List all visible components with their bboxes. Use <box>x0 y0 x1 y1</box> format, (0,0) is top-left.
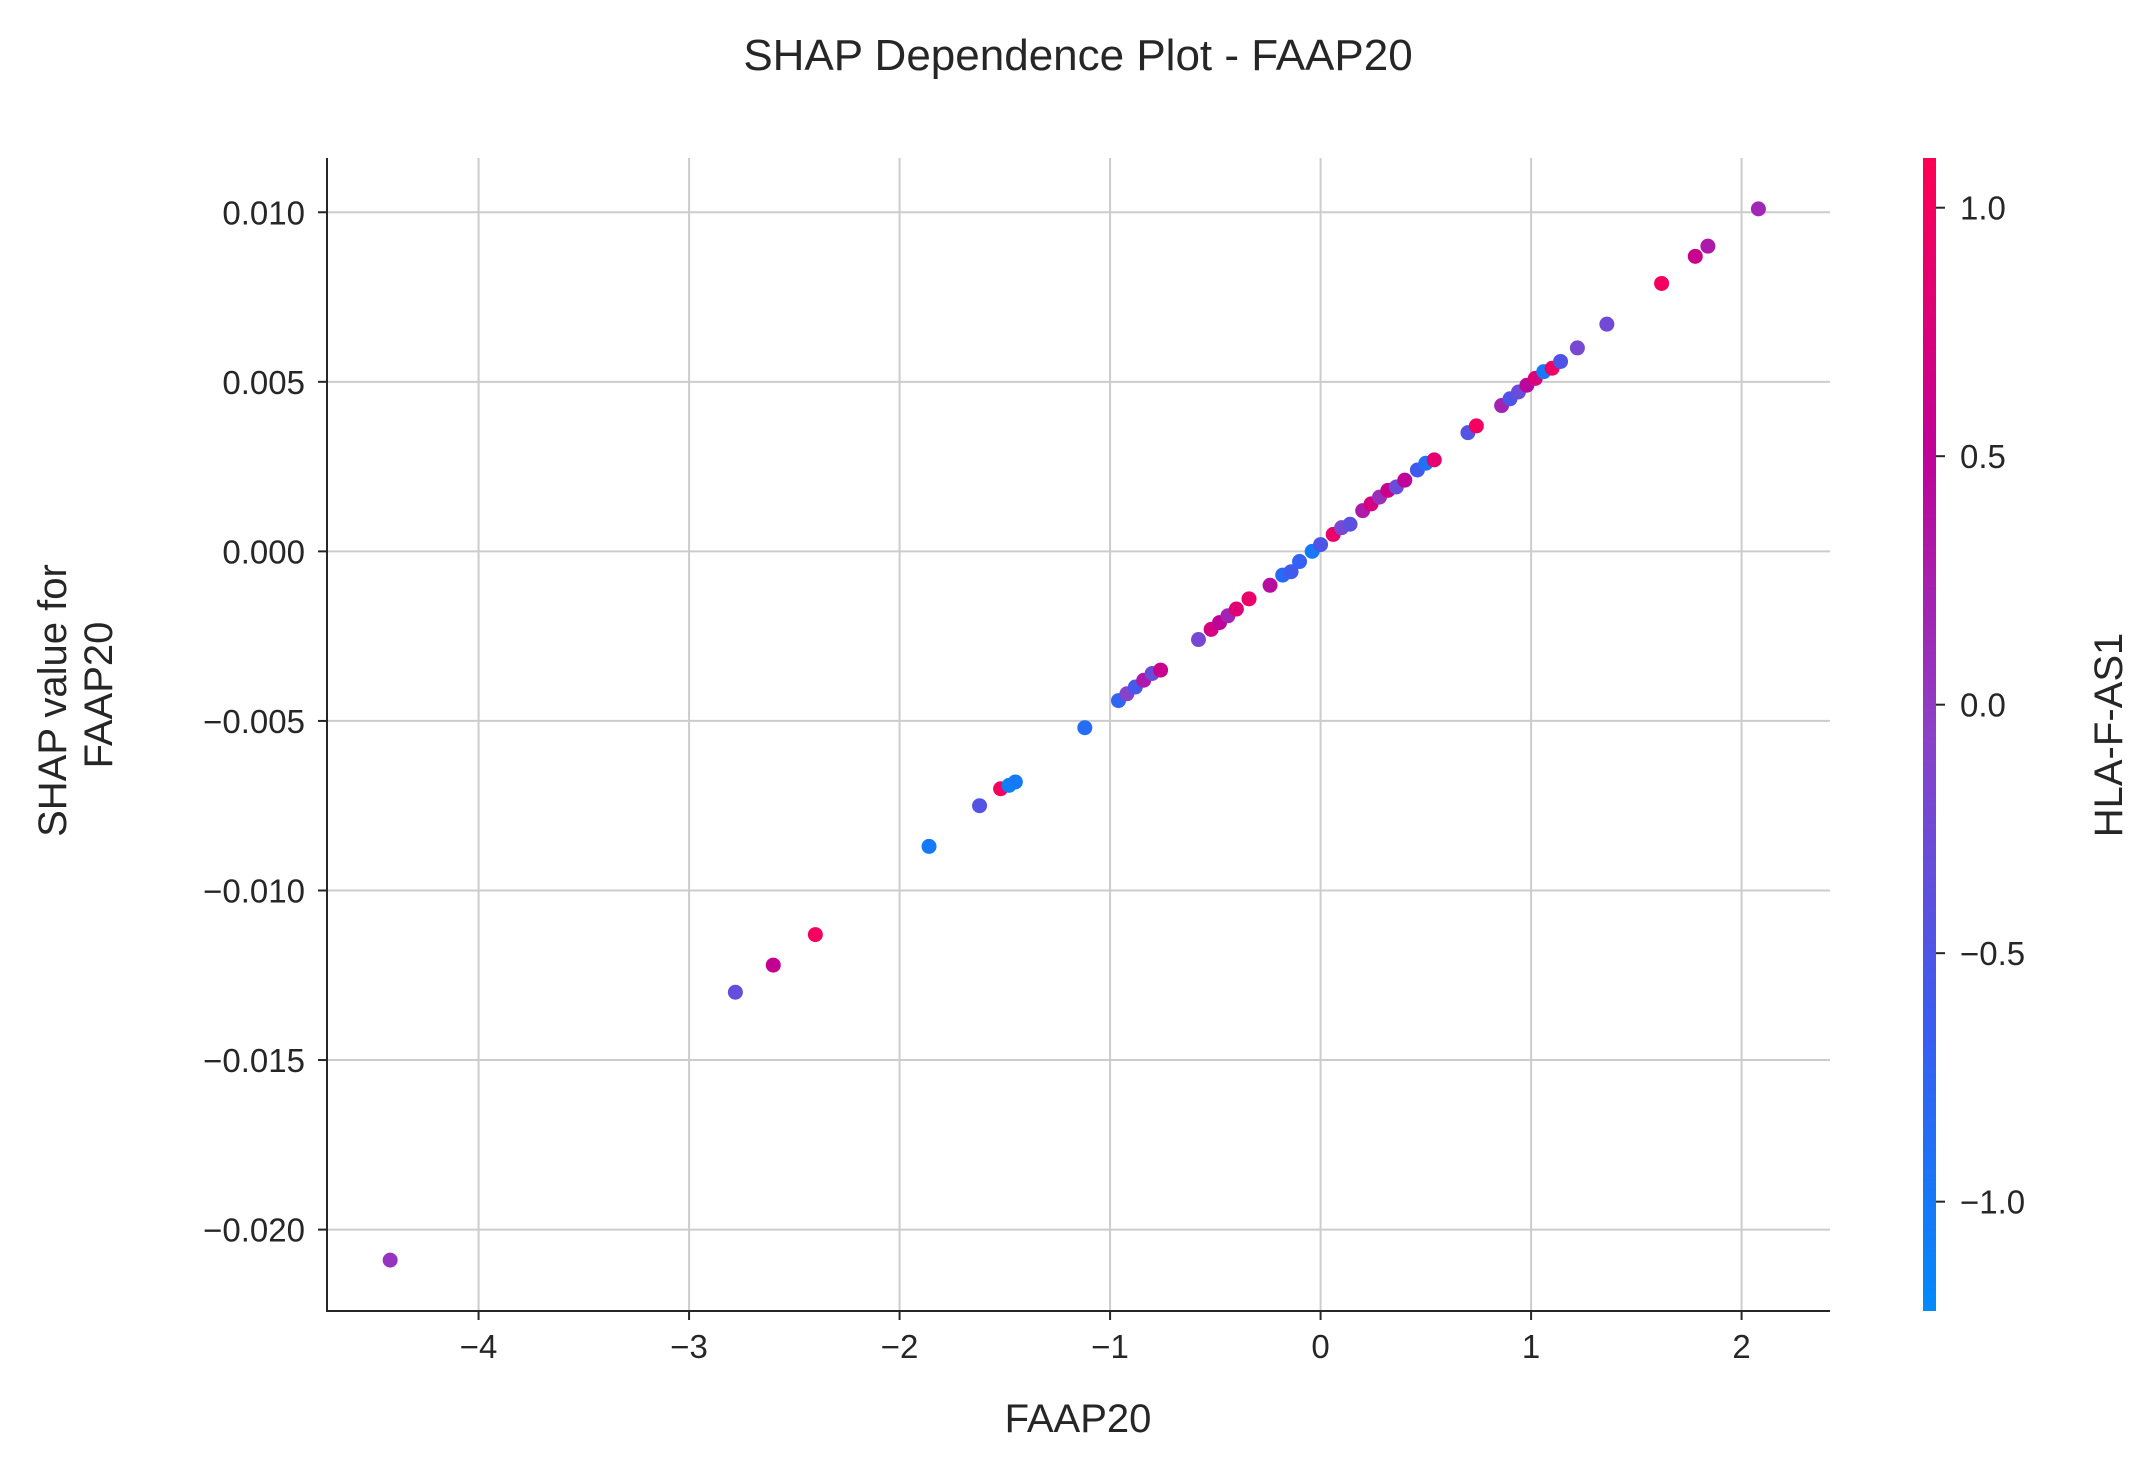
scatter-point <box>1262 577 1278 593</box>
colorbar-label: HLA-F-AS1 <box>2087 633 2131 838</box>
colorbar-tick-label: −1.0 <box>1960 1184 2025 1221</box>
scatter-point <box>972 798 988 814</box>
x-tick-label: 0 <box>1311 1328 1329 1365</box>
scatter-points <box>382 201 1766 1268</box>
y-tick-label: 0.010 <box>222 194 305 231</box>
y-tick-label: 0.000 <box>222 533 305 570</box>
scatter-point <box>1426 452 1442 468</box>
colorbar-tick-label: 1.0 <box>1960 190 2006 227</box>
scatter-point <box>1553 353 1569 369</box>
y-tick-label: −0.005 <box>203 703 305 740</box>
y-tick-label: −0.010 <box>203 872 305 909</box>
y-axis-label-line-2: FAAP20 <box>77 622 121 769</box>
scatter-point <box>1228 601 1244 617</box>
colorbar-gradient <box>1923 158 1936 1311</box>
scatter-point <box>1700 238 1716 254</box>
x-tick-label: 1 <box>1522 1328 1540 1365</box>
scatter-point <box>1190 632 1206 648</box>
scatter-point <box>1153 662 1169 678</box>
y-axis-ticks: 0.010 0.005 0.000 −0.005 −0.010 −0.015 −0.020 <box>203 194 327 1249</box>
x-axis-ticks: −4 −3 −2 −1 0 1 2 <box>460 1311 1751 1365</box>
colorbar-tick-label: 0.0 <box>1960 687 2006 724</box>
scatter-point <box>1292 554 1308 570</box>
chart-title: SHAP Dependence Plot - FAAP20 <box>743 31 1412 80</box>
y-tick-label: −0.020 <box>203 1212 305 1249</box>
scatter-point <box>382 1252 398 1268</box>
x-tick-label: −4 <box>460 1328 498 1365</box>
scatter-point <box>921 838 937 854</box>
colorbar-ticks: 1.0 0.5 0.0 −0.5 −1.0 <box>1936 190 2025 1221</box>
y-axis-label-line-1: SHAP value for <box>31 564 75 837</box>
scatter-point <box>1007 774 1023 790</box>
colorbar-tick-label: 0.5 <box>1960 438 2006 475</box>
grid-lines <box>327 158 1830 1311</box>
scatter-point <box>1468 418 1484 434</box>
scatter-point <box>765 957 781 973</box>
x-tick-label: −2 <box>881 1328 919 1365</box>
y-tick-label: −0.015 <box>203 1042 305 1079</box>
scatter-point <box>1313 537 1329 553</box>
scatter-point <box>1599 316 1615 332</box>
scatter-point <box>1750 201 1766 217</box>
x-tick-label: −1 <box>1091 1328 1129 1365</box>
x-tick-label: 2 <box>1732 1328 1750 1365</box>
scatter-point <box>727 984 743 1000</box>
scatter-point <box>1569 340 1585 356</box>
axis-spines <box>326 158 1830 1312</box>
x-tick-label: −3 <box>670 1328 708 1365</box>
scatter-point <box>1687 248 1703 264</box>
scatter-point <box>1342 516 1358 532</box>
scatter-point <box>807 927 823 943</box>
scatter-point <box>1397 472 1413 488</box>
colorbar-tick-label: −0.5 <box>1960 935 2025 972</box>
y-axis-label: SHAP value for FAAP20 <box>31 553 121 837</box>
colorbar: 1.0 0.5 0.0 −0.5 −1.0 HLA-F-AS1 <box>1923 158 2131 1311</box>
y-tick-label: 0.005 <box>222 364 305 401</box>
scatter-point <box>1654 275 1670 291</box>
x-axis-label: FAAP20 <box>1005 1397 1152 1441</box>
scatter-point <box>1077 720 1093 736</box>
scatter-point <box>1283 564 1299 580</box>
scatter-point <box>1241 591 1257 607</box>
